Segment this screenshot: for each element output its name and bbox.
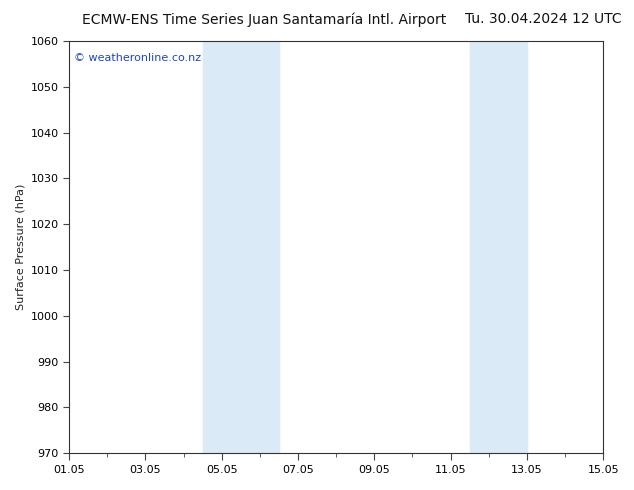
Text: Tu. 30.04.2024 12 UTC: Tu. 30.04.2024 12 UTC xyxy=(465,12,621,26)
Bar xyxy=(470,41,527,453)
Text: © weatheronline.co.nz: © weatheronline.co.nz xyxy=(74,53,202,63)
Bar xyxy=(203,41,279,453)
Text: ECMW-ENS Time Series Juan Santamaría Intl. Airport: ECMW-ENS Time Series Juan Santamaría Int… xyxy=(82,12,447,27)
Y-axis label: Surface Pressure (hPa): Surface Pressure (hPa) xyxy=(15,184,25,310)
